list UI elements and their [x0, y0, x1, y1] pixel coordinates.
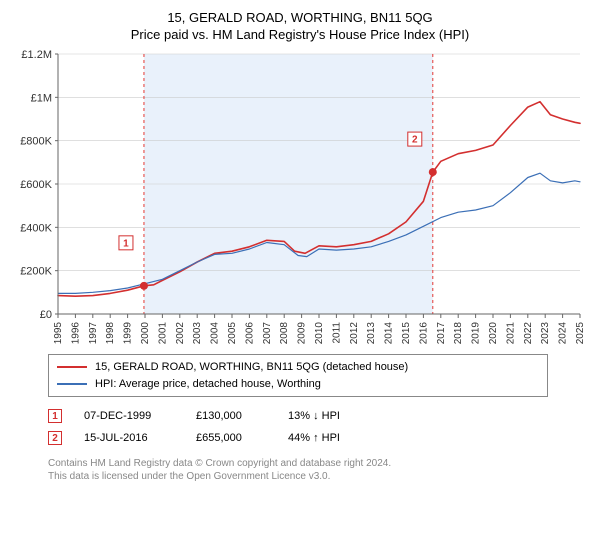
title-subtitle: Price paid vs. HM Land Registry's House … — [10, 27, 590, 42]
footnote: Contains HM Land Registry data © Crown c… — [48, 457, 590, 483]
transaction-price: £655,000 — [196, 432, 266, 444]
transaction-table: 1 07-DEC-1999 £130,000 13% ↓ HPI 2 15-JU… — [48, 405, 590, 449]
svg-text:2025: 2025 — [575, 322, 586, 345]
legend-swatch — [57, 366, 87, 368]
svg-text:2023: 2023 — [540, 322, 551, 345]
svg-text:2003: 2003 — [192, 322, 203, 345]
svg-text:2011: 2011 — [331, 322, 342, 344]
svg-text:2001: 2001 — [157, 322, 168, 345]
legend-swatch — [57, 383, 87, 385]
legend-item: HPI: Average price, detached house, Wort… — [57, 376, 539, 393]
svg-text:£600K: £600K — [20, 179, 52, 191]
svg-text:2016: 2016 — [418, 322, 429, 345]
legend-label: HPI: Average price, detached house, Wort… — [95, 376, 321, 393]
chart-area: £0 £200K £400K £600K £800K £1M £1.2M 1995 1996 19… — [10, 48, 590, 348]
title-block: 15, GERALD ROAD, WORTHING, BN11 5QG Pric… — [10, 8, 590, 48]
svg-text:1: 1 — [123, 238, 129, 249]
svg-text:2012: 2012 — [349, 322, 360, 345]
svg-text:£0: £0 — [40, 309, 52, 321]
transaction-badge: 2 — [48, 431, 62, 445]
legend-label: 15, GERALD ROAD, WORTHING, BN11 5QG (det… — [95, 359, 408, 376]
transaction-row: 2 15-JUL-2016 £655,000 44% ↑ HPI — [48, 427, 590, 449]
title-address: 15, GERALD ROAD, WORTHING, BN11 5QG — [10, 10, 590, 25]
transaction-date: 07-DEC-1999 — [84, 410, 174, 422]
transaction-badge: 1 — [48, 409, 62, 423]
transaction-price: £130,000 — [196, 410, 266, 422]
chart-container: 15, GERALD ROAD, WORTHING, BN11 5QG Pric… — [0, 0, 600, 560]
svg-text:2024: 2024 — [558, 322, 569, 345]
svg-text:2020: 2020 — [488, 322, 499, 345]
svg-text:£200K: £200K — [20, 266, 52, 278]
transaction-delta: 13% ↓ HPI — [288, 410, 378, 422]
svg-text:1998: 1998 — [105, 322, 116, 345]
footnote-line: This data is licensed under the Open Gov… — [48, 470, 590, 483]
svg-text:2009: 2009 — [297, 322, 308, 345]
svg-text:1995: 1995 — [53, 322, 64, 345]
svg-text:2005: 2005 — [227, 322, 238, 345]
transaction-row: 1 07-DEC-1999 £130,000 13% ↓ HPI — [48, 405, 590, 427]
svg-text:2010: 2010 — [314, 322, 325, 345]
svg-text:2018: 2018 — [453, 322, 464, 345]
svg-text:1997: 1997 — [88, 322, 99, 345]
transaction-date: 15-JUL-2016 — [84, 432, 174, 444]
svg-text:£400K: £400K — [20, 222, 52, 234]
svg-text:1996: 1996 — [70, 322, 81, 345]
svg-text:2007: 2007 — [262, 322, 273, 345]
svg-text:2000: 2000 — [140, 322, 151, 345]
svg-text:2022: 2022 — [523, 322, 534, 345]
svg-text:2013: 2013 — [366, 322, 377, 345]
svg-text:2019: 2019 — [471, 322, 482, 345]
svg-text:2008: 2008 — [279, 322, 290, 345]
svg-text:£800K: £800K — [20, 136, 52, 148]
legend-item: 15, GERALD ROAD, WORTHING, BN11 5QG (det… — [57, 359, 539, 376]
svg-text:1999: 1999 — [123, 322, 134, 345]
transaction-delta: 44% ↑ HPI — [288, 432, 378, 444]
svg-text:2002: 2002 — [175, 322, 186, 345]
svg-text:£1M: £1M — [31, 92, 52, 104]
svg-text:2004: 2004 — [210, 322, 221, 345]
svg-text:2014: 2014 — [384, 322, 395, 345]
footnote-line: Contains HM Land Registry data © Crown c… — [48, 457, 590, 470]
svg-text:2021: 2021 — [505, 322, 516, 345]
legend-box: 15, GERALD ROAD, WORTHING, BN11 5QG (det… — [48, 354, 548, 397]
svg-text:2017: 2017 — [436, 322, 447, 345]
svg-text:2006: 2006 — [244, 322, 255, 345]
svg-text:2: 2 — [412, 135, 418, 146]
svg-text:£1.2M: £1.2M — [21, 49, 52, 61]
chart-svg: £0 £200K £400K £600K £800K £1M £1.2M 1995 1996 19… — [10, 48, 590, 348]
svg-text:2015: 2015 — [401, 322, 412, 345]
